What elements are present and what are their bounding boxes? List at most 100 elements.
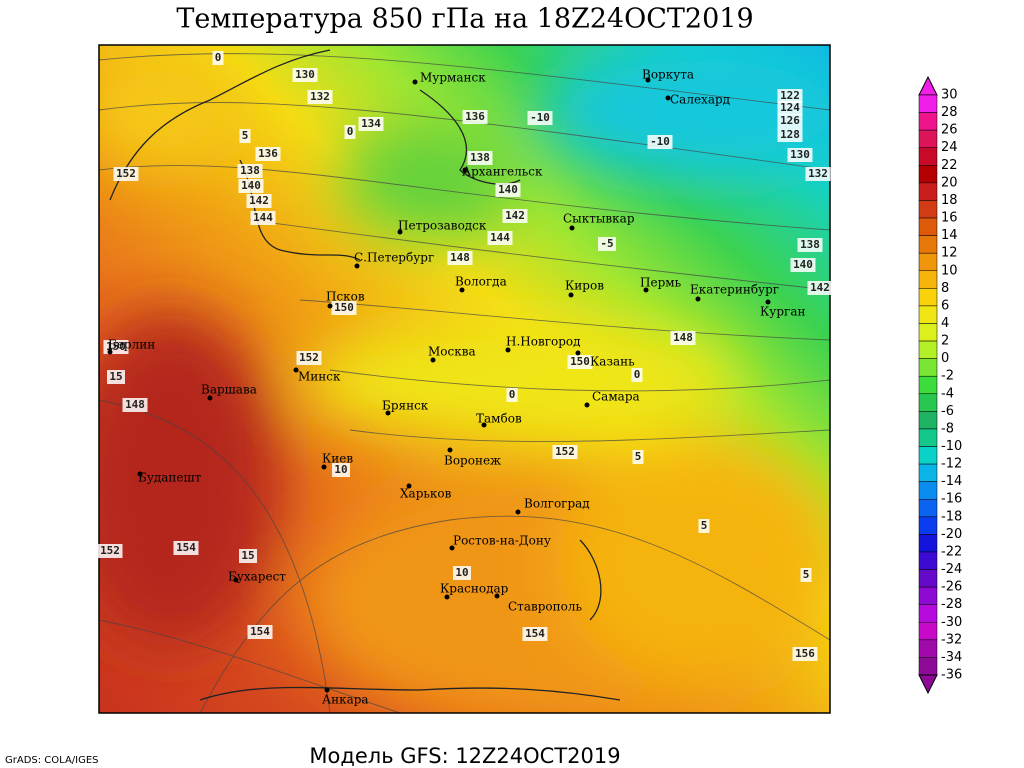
city-label: Брянск: [382, 399, 429, 413]
colorbar-label: -2: [941, 369, 954, 384]
colorbar-label: 20: [941, 175, 958, 190]
contour-label-bg: [296, 351, 322, 365]
colorbar-swatch: [918, 235, 938, 254]
temperature-patches: [99, 45, 830, 713]
city-label: Киев: [322, 452, 353, 466]
colorbar-swatch: [918, 481, 938, 500]
colorbar-swatch: [918, 534, 938, 553]
colorbar-swatch: [918, 252, 938, 272]
city-label: Воркута: [642, 68, 694, 82]
map: [99, 45, 830, 713]
contour-labels: 130 132 134 136 138 140 142 144 152 136 138 140 142 1…: [97, 51, 833, 661]
contour-label: 0: [509, 388, 516, 401]
contour-label: 144: [490, 231, 510, 244]
city-label: Казань: [590, 355, 635, 369]
city-label: Архангельск: [462, 165, 543, 179]
city-dot: [293, 367, 299, 373]
city-label: Тамбов: [476, 412, 522, 426]
colorbar-label: -18: [941, 509, 962, 524]
city-label: Петрозаводск: [398, 219, 487, 233]
city-dot: [505, 347, 511, 353]
colorbar-label: -34: [941, 650, 962, 665]
contour-label-bg: [453, 566, 471, 580]
colorbar-label: 12: [941, 246, 958, 261]
contour-label: 142: [249, 194, 269, 207]
city-label: Пермь: [640, 276, 682, 290]
city-label: Воронеж: [444, 454, 501, 468]
city-dot: [385, 410, 391, 416]
colorbar-label: -24: [941, 562, 962, 577]
contour-label-bg: [237, 164, 263, 178]
contour-label-bg: [238, 179, 264, 193]
contour-label: 156: [795, 647, 815, 660]
city-label: С.Петербург: [354, 251, 434, 265]
contour-label-bg: [487, 231, 513, 245]
city-dot: [584, 402, 590, 408]
city-dot: [494, 593, 500, 599]
colorbar-label: -26: [941, 580, 962, 595]
contour-label-bg: [307, 90, 333, 104]
colorbar-label: 8: [941, 281, 949, 296]
contour-label-bg: [502, 209, 528, 223]
contour-label-bg: [255, 147, 281, 161]
city-dot: [447, 447, 453, 453]
city-label: Салехард: [670, 93, 730, 107]
city-label: Самара: [592, 390, 640, 404]
colorbar-swatch: [918, 411, 938, 430]
colorbar-label: 18: [941, 193, 958, 208]
contour-label: 136: [258, 147, 278, 160]
contour-label: 154: [176, 541, 196, 554]
colorbar-label: 0: [941, 351, 949, 366]
contour-label: 148: [125, 398, 145, 411]
city-label: Волгоград: [524, 497, 590, 511]
city-dot: [645, 77, 651, 83]
contour-label: 5: [701, 519, 708, 532]
city-dot: [575, 350, 581, 356]
contour-label-bg: [332, 463, 350, 477]
city-dot: [449, 545, 455, 551]
colorbar-swatch: [918, 200, 938, 219]
contour-label-bg: [113, 167, 139, 181]
contour-label: 138: [800, 238, 820, 251]
colorbar-swatch: [918, 604, 938, 623]
contour-label-bg: [552, 445, 578, 459]
contour-label-bg: [807, 281, 833, 295]
city-label: Минск: [298, 370, 341, 384]
contour-label: -10: [530, 111, 550, 124]
city-label: Будапешт: [138, 471, 202, 485]
city-dot: [233, 577, 239, 583]
city-dot: [481, 422, 487, 428]
colorbar-top-cap: [918, 75, 938, 96]
city-dot: [324, 687, 330, 693]
city-label: Харьков: [400, 487, 452, 501]
colorbar-label: 24: [941, 140, 958, 155]
contour-label: 142: [505, 209, 525, 222]
credit: GrADS: COLA/IGES: [5, 755, 99, 766]
city-dot: [444, 594, 450, 600]
contour-label: 15: [109, 370, 122, 383]
contour-label-bg: [97, 544, 123, 558]
colorbar-label: -16: [941, 492, 962, 507]
colorbar-swatch: [918, 446, 938, 465]
contour-label: 152: [299, 351, 319, 364]
colorbar-label: -36: [941, 668, 962, 683]
contour-label: 150: [334, 301, 354, 314]
contour-label-bg: [331, 301, 357, 315]
contour-label: 0: [634, 368, 641, 381]
colorbar-label: -8: [941, 421, 954, 436]
contour-label: 138: [240, 164, 260, 177]
city-dot: [765, 299, 771, 305]
city-dot: [430, 357, 436, 363]
city-label: Москва: [428, 345, 476, 359]
city-label: Берлин: [108, 338, 155, 352]
city-dot: [321, 464, 327, 470]
map-frame: [98, 44, 831, 714]
colorbar-swatch: [918, 657, 938, 676]
city-dot: [569, 225, 575, 231]
city-label: Н.Новгород: [506, 335, 581, 349]
contour-label: 0: [347, 125, 354, 138]
contour-label: 140: [793, 258, 813, 271]
contour-label: 0: [215, 51, 222, 64]
city-dot: [665, 95, 671, 101]
contour-label: 15: [241, 549, 254, 562]
